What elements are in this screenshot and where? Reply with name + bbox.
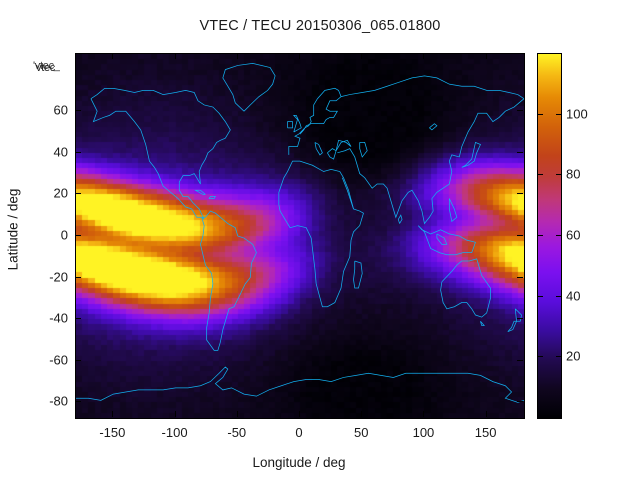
x-tick-mark — [112, 53, 114, 59]
y-tick-mark — [517, 276, 523, 278]
y-tick-label: 20 — [53, 185, 68, 201]
x-tick-mark — [361, 53, 363, 59]
x-tick-label: -150 — [99, 425, 126, 440]
x-tick-label: 150 — [474, 425, 497, 440]
y-tick-mark — [517, 110, 523, 112]
y-tick-mark — [75, 235, 81, 236]
y-tick-label: 40 — [53, 144, 68, 160]
plot-area — [75, 53, 525, 419]
vtec-heatmap — [76, 54, 524, 418]
y-tick-mark — [517, 151, 523, 153]
x-tick-label: -100 — [161, 425, 188, 440]
colorbar-tick-label: 60 — [566, 227, 581, 243]
y-tick-label: -60 — [49, 352, 68, 368]
colorbar-tick-labels: 100 80 60 40 20 — [566, 0, 626, 480]
x-tick-label: 50 — [353, 425, 369, 440]
plot-key-label-overlap: vtec — [36, 62, 55, 74]
y-tick-mark — [75, 110, 81, 112]
y-tick-label: -20 — [49, 269, 68, 285]
y-tick-mark — [517, 193, 523, 195]
x-tick-mark — [361, 411, 363, 417]
colorbar — [537, 53, 562, 419]
y-axis-label: Latitude / deg — [5, 188, 21, 271]
y-tick-label: -80 — [49, 393, 68, 409]
y-tick-mark — [75, 193, 81, 195]
y-tick-mark — [517, 401, 523, 403]
x-tick-mark — [112, 411, 114, 417]
x-tick-mark — [174, 411, 176, 417]
x-tick-mark — [485, 411, 487, 417]
x-tick-label: -50 — [227, 425, 247, 440]
y-tick-mark — [75, 151, 81, 153]
x-tick-mark — [423, 411, 425, 417]
x-tick-mark — [299, 411, 300, 417]
y-tick-label: 0 — [60, 227, 68, 243]
colorbar-tick-label: 40 — [566, 288, 581, 304]
y-tick-mark — [517, 318, 523, 320]
x-axis-ticks: -150 -100 -50 0 50 100 150 — [0, 425, 640, 445]
page-title: VTEC / TECU 20150306_065.01800 — [199, 18, 441, 34]
y-axis-ticks: 60 40 20 0 -20 -40 -60 -80 — [22, 0, 68, 480]
x-tick-mark — [299, 53, 300, 59]
x-tick-label: 100 — [412, 425, 435, 440]
plot-key-label: 'vtec_ — [33, 60, 60, 72]
y-tick-mark — [517, 359, 523, 361]
y-tick-mark — [75, 401, 81, 403]
x-tick-label: 0 — [295, 425, 303, 440]
x-axis-label: Longitude / deg — [252, 455, 346, 470]
x-tick-mark — [236, 411, 238, 417]
x-tick-mark — [423, 53, 425, 59]
colorbar-tick-label: 80 — [566, 166, 581, 182]
y-tick-label: 60 — [53, 102, 68, 118]
y-tick-mark — [517, 235, 523, 236]
colorbar-gradient — [538, 54, 561, 418]
colorbar-tick-label: 100 — [566, 106, 588, 122]
x-tick-mark — [174, 53, 176, 59]
colorbar-tick-label: 20 — [566, 348, 581, 364]
x-tick-mark — [236, 53, 238, 59]
y-tick-mark — [75, 359, 81, 361]
x-tick-mark — [485, 53, 487, 59]
y-tick-label: -40 — [49, 310, 68, 326]
y-tick-mark — [75, 318, 81, 320]
y-tick-mark — [75, 276, 81, 278]
